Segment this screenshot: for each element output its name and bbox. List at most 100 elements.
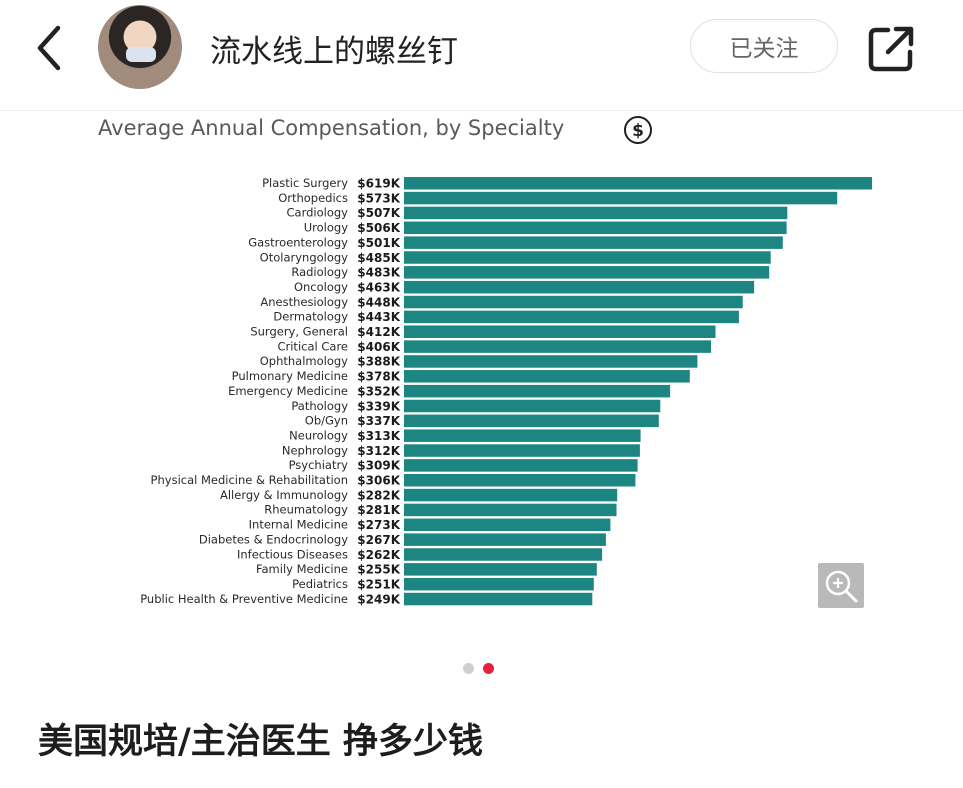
bar-value-label: $352K xyxy=(357,384,400,398)
app-header: 流水线上的螺丝钉 已关注 xyxy=(0,0,963,111)
category-label: Emergency Medicine xyxy=(228,384,348,398)
share-icon[interactable] xyxy=(866,24,916,74)
bar-value-label: $313K xyxy=(357,429,400,443)
avatar-mask xyxy=(126,47,156,62)
bar-value-label: $309K xyxy=(357,459,400,473)
category-label: Infectious Diseases xyxy=(237,547,348,561)
bar-value-label: $378K xyxy=(357,370,400,384)
zoom-button[interactable] xyxy=(818,563,864,608)
bar-value-label: $412K xyxy=(357,325,400,339)
bar xyxy=(404,474,636,487)
bar-value-label: $448K xyxy=(357,295,400,309)
bar xyxy=(404,533,606,546)
bar-value-label: $507K xyxy=(357,206,400,220)
bar xyxy=(404,191,838,205)
bar xyxy=(404,503,617,517)
category-label: Pulmonary Medicine xyxy=(232,369,348,383)
bar-value-label: $483K xyxy=(357,266,400,280)
avatar[interactable] xyxy=(98,5,182,89)
bar-value-label: $312K xyxy=(357,444,400,458)
category-label: Urology xyxy=(304,221,348,235)
bar xyxy=(404,236,783,249)
carousel-dot[interactable] xyxy=(463,663,474,674)
author-name[interactable]: 流水线上的螺丝钉 xyxy=(210,34,458,70)
bar xyxy=(404,266,770,279)
category-label: Rheumatology xyxy=(264,503,348,517)
category-label: Oncology xyxy=(294,280,348,294)
category-label: Diabetes & Endocrinology xyxy=(199,532,348,546)
category-label: Pathology xyxy=(291,399,348,413)
bar-value-label: $506K xyxy=(357,221,400,235)
bar-value-label: $267K xyxy=(357,533,400,547)
bar xyxy=(404,221,787,235)
bar xyxy=(404,340,711,353)
bar-value-label: $619K xyxy=(357,177,400,191)
back-arrow-icon[interactable] xyxy=(28,22,72,74)
zoom-in-icon xyxy=(825,570,858,603)
category-label: Ob/Gyn xyxy=(305,414,348,428)
bar-value-label: $262K xyxy=(357,548,400,562)
category-label: Radiology xyxy=(291,265,348,279)
bar xyxy=(404,414,659,428)
bar xyxy=(404,577,594,591)
bar-value-label: $443K xyxy=(357,310,400,324)
bar-value-label: $388K xyxy=(357,355,400,369)
bar-value-label: $485K xyxy=(357,251,400,265)
bar xyxy=(404,459,638,472)
category-label: Neurology xyxy=(289,428,348,442)
bar xyxy=(404,251,771,264)
bar xyxy=(404,399,661,413)
category-label: Gastroenterology xyxy=(248,235,348,249)
bar xyxy=(404,325,716,338)
category-label: Critical Care xyxy=(277,339,348,353)
carousel-indicator xyxy=(463,663,494,674)
svg-text:$: $ xyxy=(632,121,644,141)
bar xyxy=(404,280,755,294)
category-label: Pediatrics xyxy=(292,577,348,591)
category-label: Orthopedics xyxy=(278,191,348,205)
category-label: Allergy & Immunology xyxy=(220,488,348,502)
category-label: Family Medicine xyxy=(256,562,348,576)
bar-value-label: $501K xyxy=(357,236,400,250)
bar xyxy=(404,177,872,190)
bar xyxy=(404,384,671,398)
bar xyxy=(404,592,593,606)
bar-value-label: $281K xyxy=(357,503,400,517)
bar xyxy=(404,444,640,457)
bar-value-label: $463K xyxy=(357,280,400,294)
bar xyxy=(404,518,611,532)
chart-title: Average Annual Compensation, by Specialt… xyxy=(98,116,565,140)
category-label: Physical Medicine & Rehabilitation xyxy=(151,473,348,487)
bar xyxy=(404,310,739,324)
category-label: Surgery, General xyxy=(250,325,348,339)
category-label: Plastic Surgery xyxy=(262,176,348,190)
bar-value-label: $251K xyxy=(357,577,400,591)
bar-value-label: $339K xyxy=(357,399,400,413)
category-label: Internal Medicine xyxy=(249,518,348,532)
category-label: Nephrology xyxy=(282,443,348,457)
bar xyxy=(404,429,641,442)
bar-value-label: $255K xyxy=(357,563,400,577)
category-label: Psychiatry xyxy=(289,458,349,472)
bar-value-label: $337K xyxy=(357,414,400,428)
category-label: Cardiology xyxy=(287,206,349,220)
bar xyxy=(404,488,618,502)
bar xyxy=(404,563,597,576)
bar-value-label: $306K xyxy=(357,474,400,488)
category-label: Ophthalmology xyxy=(260,354,348,368)
carousel-dot-active[interactable] xyxy=(483,663,494,674)
bar-value-label: $573K xyxy=(357,191,400,205)
follow-button[interactable]: 已关注 xyxy=(690,19,838,73)
bar xyxy=(404,206,788,220)
post-title: 美国规培/主治医生 挣多少钱 xyxy=(38,722,483,762)
category-label: Anesthesiology xyxy=(260,295,348,309)
bar-value-label: $406K xyxy=(357,340,400,354)
bar xyxy=(404,295,743,309)
bar xyxy=(404,370,690,383)
bar xyxy=(404,355,698,368)
bar-value-label: $273K xyxy=(357,518,400,532)
bar-value-label: $282K xyxy=(357,488,400,502)
bar xyxy=(404,548,603,561)
category-label: Public Health & Preventive Medicine xyxy=(140,592,348,606)
